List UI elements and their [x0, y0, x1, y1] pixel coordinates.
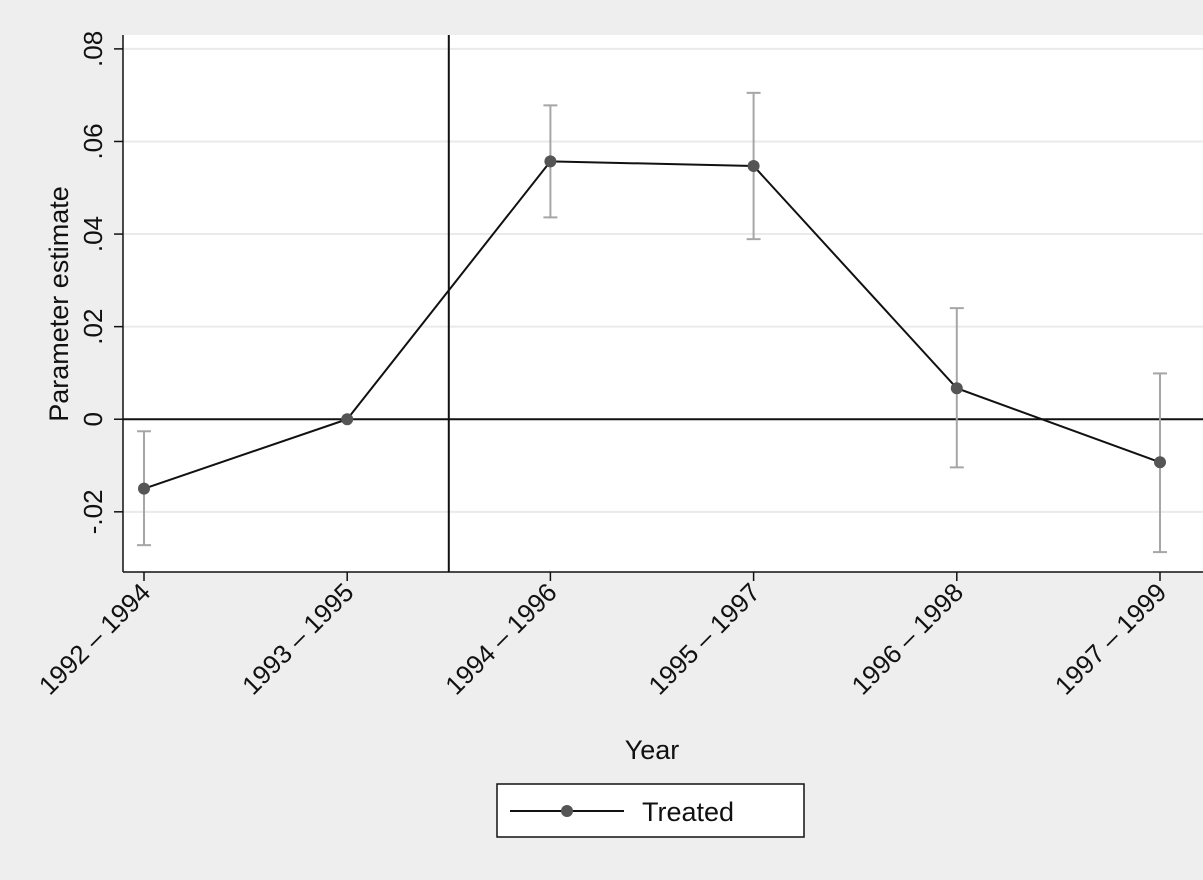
- x-tick-label-4: 1996 – 1998: [846, 577, 969, 700]
- x-tick-label-2: 1994 – 1996: [439, 577, 562, 700]
- plot-area: [123, 35, 1203, 572]
- x-tick-label-5: 1997 – 1999: [1049, 577, 1172, 700]
- x-axis-ticks: 1992 – 1994 1993 – 1995 1994 – 1996 1995 – …: [33, 572, 1172, 700]
- data-point-3: [747, 160, 760, 173]
- y-tick-label-4: .06: [78, 123, 108, 159]
- x-axis-title: Year: [625, 735, 680, 765]
- data-points: [138, 155, 1166, 495]
- x-tick-label-0: 1992 – 1994: [33, 577, 156, 700]
- legend: Treated: [496, 783, 805, 838]
- data-point-5: [1154, 456, 1166, 469]
- data-point-4: [950, 382, 963, 395]
- data-point-2: [544, 155, 557, 168]
- series-line-treated: [143, 160, 1161, 490]
- y-tick-label-1: 0: [78, 412, 108, 426]
- data-point-0: [138, 482, 150, 495]
- legend-label-treated: Treated: [642, 797, 734, 827]
- legend-marker-swatch: [561, 805, 573, 817]
- data-point-1: [341, 413, 354, 426]
- y-tick-label-3: .04: [78, 216, 108, 252]
- x-tick-label-1: 1993 – 1995: [236, 577, 359, 700]
- y-tick-label-5: .08: [78, 31, 108, 67]
- y-axis-ticks: -.02 0 .02 .04 .06 .08: [78, 31, 123, 534]
- y-axis-title: Parameter estimate: [44, 186, 74, 422]
- gridlines: [123, 47, 1203, 513]
- y-tick-label-0: -.02: [78, 489, 108, 534]
- reference-lines: [123, 35, 1203, 572]
- x-tick-label-3: 1995 – 1997: [642, 577, 765, 700]
- y-tick-label-2: .02: [78, 309, 108, 345]
